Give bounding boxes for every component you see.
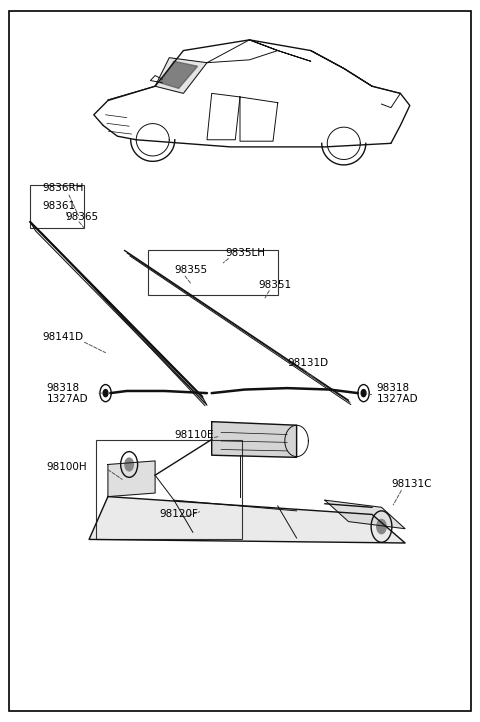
Text: 98351: 98351: [259, 279, 292, 290]
Polygon shape: [30, 222, 207, 405]
Text: 1327AD: 1327AD: [377, 393, 419, 404]
Polygon shape: [160, 61, 198, 88]
Text: 1327AD: 1327AD: [47, 393, 88, 404]
Text: 98120F: 98120F: [160, 510, 199, 519]
Text: 98131C: 98131C: [391, 479, 432, 490]
Polygon shape: [155, 58, 207, 93]
Text: 98361: 98361: [42, 201, 75, 211]
Text: 98100H: 98100H: [47, 461, 87, 471]
Text: 98365: 98365: [65, 212, 98, 222]
Polygon shape: [212, 422, 297, 457]
Circle shape: [125, 458, 133, 471]
Text: 98318: 98318: [47, 383, 80, 393]
Polygon shape: [325, 500, 405, 529]
Text: 98131D: 98131D: [287, 358, 328, 368]
Text: 98318: 98318: [377, 383, 410, 393]
Text: 9835LH: 9835LH: [226, 248, 266, 258]
Polygon shape: [108, 461, 155, 497]
Polygon shape: [89, 497, 405, 543]
Text: 98355: 98355: [174, 266, 207, 275]
Circle shape: [377, 519, 386, 534]
Text: 9836RH: 9836RH: [42, 183, 83, 193]
Text: 98141D: 98141D: [42, 331, 83, 342]
Circle shape: [361, 390, 366, 396]
Text: 98110E: 98110E: [174, 430, 214, 440]
Circle shape: [103, 390, 108, 396]
